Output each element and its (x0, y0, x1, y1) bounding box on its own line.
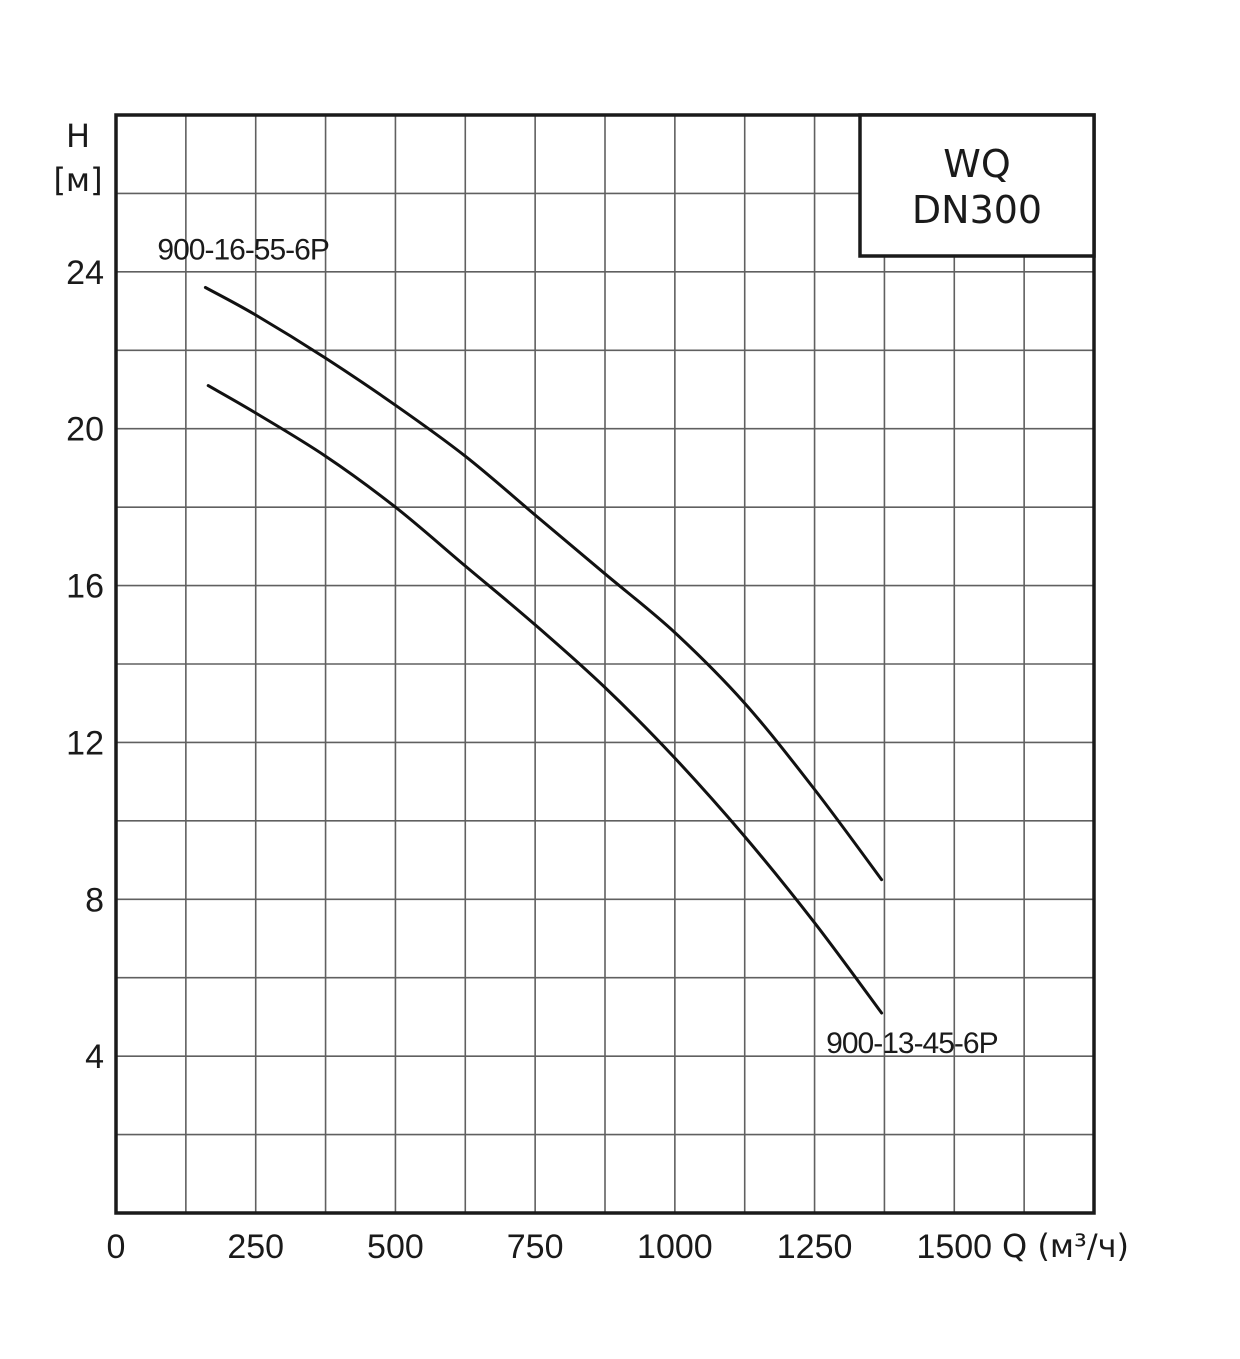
y-tick-label: 4 (85, 1038, 104, 1076)
title-box (858, 113, 1096, 258)
y-tick-label: 8 (85, 881, 104, 919)
grid (114, 113, 1096, 1215)
plot-frame (114, 113, 1096, 1215)
x-tick-label: 250 (227, 1228, 284, 1266)
x-tick-label: 750 (507, 1228, 564, 1266)
series-line-2 (206, 384, 884, 1015)
x-tick-label: 1000 (637, 1228, 713, 1266)
x-tick-label: 1250 (777, 1228, 853, 1266)
series-label-1: 900-16-55-6P (157, 234, 328, 267)
x-tick-label: 500 (367, 1228, 424, 1266)
y-tick-label: 20 (66, 411, 104, 449)
title-line-2: DN300 (912, 188, 1042, 232)
series-label-2: 900-13-45-6P (826, 1027, 997, 1060)
y-axis-label-unit: [м] (53, 161, 102, 199)
y-axis-label-symbol: H (66, 117, 90, 155)
x-tick-label: 0 (107, 1228, 126, 1266)
y-tick-label: 24 (66, 254, 104, 292)
x-tick-label: 1500 (916, 1228, 992, 1266)
x-axis-label: Q (м³/ч) (1002, 1227, 1129, 1265)
series-line-1 (203, 286, 884, 882)
curves (203, 286, 884, 1015)
title-line-1: WQ (943, 142, 1010, 186)
y-tick-label: 12 (66, 724, 104, 762)
tick-labels: 4 8 12 16 20 24 0 250 500 750 1000 1250 1500 (66, 254, 992, 1266)
y-tick-label: 16 (66, 568, 104, 606)
